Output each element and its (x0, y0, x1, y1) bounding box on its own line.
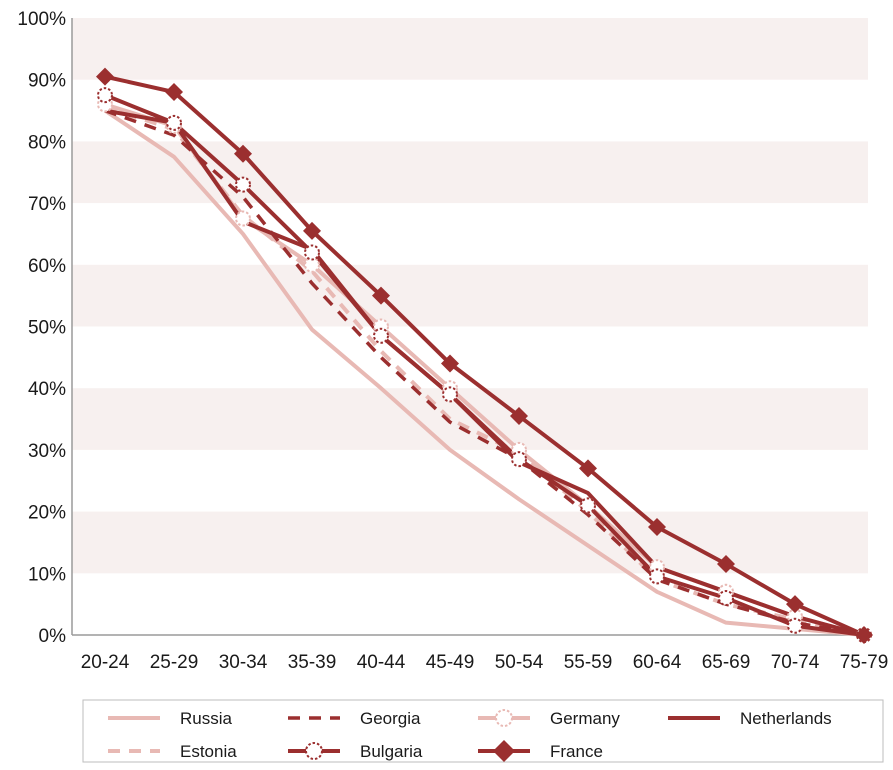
legend-item-france: France (478, 740, 603, 762)
data-point-france (786, 595, 804, 614)
y-tick-label: 100% (17, 9, 66, 30)
data-point-bulgaria (373, 327, 389, 344)
data-point-france (717, 555, 735, 574)
y-tick-label: 50% (28, 318, 66, 339)
legend-marker-bulgaria (305, 742, 323, 760)
x-tick-label: 20-24 (81, 652, 130, 673)
legend: Russia Georgia Germany Netherlands Estonia Bu… (82, 699, 884, 763)
data-point-france (510, 406, 528, 425)
legend-item-netherlands: Netherlands (668, 709, 832, 728)
data-point-bulgaria (787, 617, 803, 634)
data-point-bulgaria (97, 87, 113, 104)
series-line-georgia (104, 108, 865, 637)
legend-item-russia: Russia (108, 709, 233, 728)
x-tick-labels: 20-24 25-29 30-34 35-39 40-44 45-49 50-54 55-59… (81, 652, 889, 673)
data-point-bulgaria (649, 568, 665, 585)
grid-band-30-40 (72, 388, 868, 450)
data-point-france (579, 459, 597, 478)
x-tick-label: 50-54 (495, 652, 544, 673)
data-point-bulgaria (442, 386, 458, 403)
data-point-bulgaria (166, 114, 182, 131)
y-tick-label: 0% (39, 626, 67, 647)
series-line-estonia (104, 105, 865, 637)
y-tick-labels: 0% 10% 20% 30% 40% 50% 60% 70% 80% 90% 100% (17, 9, 66, 647)
y-tick-label: 10% (28, 564, 66, 585)
legend-label-russia: Russia (180, 709, 233, 728)
data-point-france (96, 67, 114, 86)
grid-bands (72, 18, 868, 574)
x-tick-label: 25-29 (150, 652, 199, 673)
y-tick-label: 60% (28, 256, 66, 277)
data-point-bulgaria (511, 451, 527, 468)
series-line-bulgaria (104, 93, 865, 637)
legend-label-bulgaria: Bulgaria (360, 742, 423, 761)
x-tick-label: 30-34 (219, 652, 268, 673)
y-tick-label: 40% (28, 379, 66, 400)
x-tick-label: 65-69 (702, 652, 751, 673)
data-point-bulgaria (235, 176, 251, 193)
x-tick-label: 55-59 (564, 652, 613, 673)
x-tick-label: 45-49 (426, 652, 475, 673)
y-tick-label: 70% (28, 194, 66, 215)
series-line-france (104, 74, 865, 637)
grid-band-50-60 (72, 264, 868, 327)
legend-marker-france (493, 740, 515, 762)
x-tick-label: 75-79 (840, 652, 889, 673)
axes (71, 18, 868, 636)
legend-label-france: France (550, 742, 603, 761)
series-lines (103, 74, 865, 637)
data-point-bulgaria (580, 497, 596, 514)
data-point-france (648, 518, 666, 537)
legend-label-germany: Germany (550, 709, 620, 728)
data-point-france (441, 354, 459, 373)
series-line-russia (103, 108, 865, 637)
legend-item-georgia: Georgia (288, 709, 421, 728)
data-point-france (303, 221, 321, 240)
legend-item-bulgaria: Bulgaria (288, 742, 423, 761)
data-point-france (372, 286, 390, 305)
legend-label-georgia: Georgia (360, 709, 421, 728)
x-tick-label: 40-44 (357, 652, 406, 673)
data-point-bulgaria (718, 589, 734, 606)
legend-item-germany: Germany (478, 709, 620, 728)
data-point-france (165, 83, 183, 102)
legend-label-estonia: Estonia (180, 742, 237, 761)
data-point-france (234, 144, 252, 163)
data-point-bulgaria (304, 244, 320, 261)
legend-item-estonia: Estonia (108, 742, 237, 761)
y-tick-label: 20% (28, 503, 66, 524)
x-tick-label: 70-74 (771, 652, 820, 673)
series-markers (96, 67, 873, 644)
grid-band-10-20 (72, 511, 868, 574)
y-tick-label: 80% (28, 132, 66, 153)
legend-label-netherlands: Netherlands (740, 709, 832, 728)
y-tick-label: 30% (28, 441, 66, 462)
data-point-germany (235, 210, 251, 227)
y-tick-label: 90% (28, 71, 66, 92)
legend-marker-germany (495, 709, 513, 727)
grid-band-90-100 (72, 18, 868, 80)
data-point-france (855, 626, 873, 644)
x-tick-label: 60-64 (633, 652, 682, 673)
x-tick-label: 35-39 (288, 652, 337, 673)
